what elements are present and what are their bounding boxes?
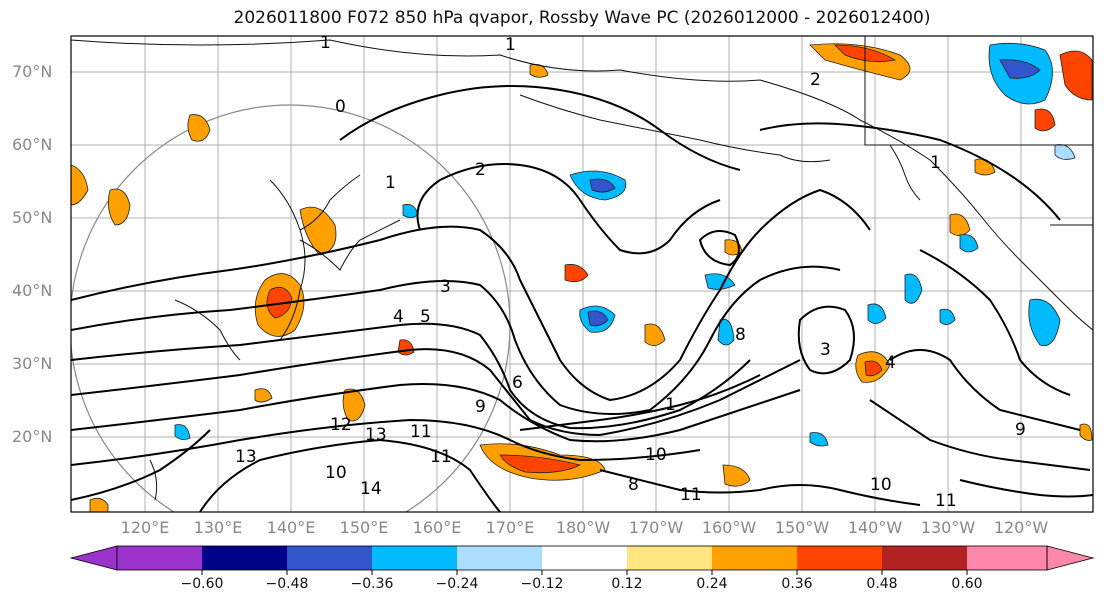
contour-label: 1 bbox=[385, 173, 396, 193]
contour-label: 4 bbox=[885, 353, 896, 373]
contour-label: 6 bbox=[512, 373, 523, 393]
negative-anomaly-shading bbox=[174, 42, 1076, 447]
lon-label: 160°W bbox=[701, 518, 757, 537]
contour-label: 12 bbox=[330, 415, 352, 435]
positive-anomaly-shading bbox=[71, 43, 1093, 512]
contour-label: 2 bbox=[475, 160, 486, 180]
contour-label: 14 bbox=[360, 479, 382, 499]
contour-label: 13 bbox=[235, 447, 257, 467]
contour-label: 8 bbox=[628, 475, 639, 495]
colorbar-tick-label: 0.36 bbox=[781, 576, 813, 592]
lat-label: 30°N bbox=[12, 354, 53, 373]
lat-label: 20°N bbox=[12, 427, 53, 446]
lat-label: 70°N bbox=[12, 62, 53, 81]
colorbar-tick-label: 0.48 bbox=[866, 576, 898, 592]
map-frame bbox=[70, 35, 1094, 513]
lon-label: 120°W bbox=[993, 518, 1049, 537]
contour-label: 4 bbox=[393, 307, 404, 327]
contour-label: 10 bbox=[645, 445, 667, 465]
contour-label: 11 bbox=[410, 422, 432, 442]
lon-label: 120°E bbox=[120, 518, 170, 537]
lon-label: 150°W bbox=[774, 518, 830, 537]
lat-label: 50°N bbox=[12, 208, 53, 227]
lon-label: 150°E bbox=[339, 518, 389, 537]
colorbar-tick-label: −0.48 bbox=[265, 576, 309, 592]
colorbar-tick-label: −0.36 bbox=[350, 576, 394, 592]
lon-label: 170°E bbox=[485, 518, 535, 537]
lat-label: 40°N bbox=[12, 281, 53, 300]
contour-label: 3 bbox=[820, 340, 831, 360]
contour-label: 11 bbox=[935, 491, 957, 511]
contours bbox=[71, 85, 1093, 512]
lon-label: 140°E bbox=[266, 518, 316, 537]
lat-label: 60°N bbox=[12, 135, 53, 154]
contour-label: 11 bbox=[680, 485, 702, 505]
contour-label: 1 bbox=[930, 153, 941, 173]
contour-label: 13 bbox=[365, 425, 387, 445]
contour-label: 3 bbox=[440, 277, 451, 297]
colorbar-tick-label: −0.12 bbox=[520, 576, 564, 592]
contour-label: 2 bbox=[810, 70, 821, 90]
colorbar-tick-label: 0.24 bbox=[696, 576, 728, 592]
contour-label: 10 bbox=[325, 463, 347, 483]
colorbar-tick-label: 0.12 bbox=[611, 576, 643, 592]
contour-label: 0 bbox=[335, 97, 346, 117]
lon-label: 140°W bbox=[847, 518, 903, 537]
contour-label: 1 bbox=[665, 395, 676, 415]
lon-label: 170°W bbox=[628, 518, 684, 537]
contour-label: 11 bbox=[430, 447, 452, 467]
contour-label: 9 bbox=[1015, 420, 1026, 440]
colorbar-tick-label: −0.60 bbox=[180, 576, 224, 592]
lon-label: 130°E bbox=[193, 518, 243, 537]
map-title: 2026011800 F072 850 hPa qvapor, Rossby W… bbox=[233, 8, 931, 28]
contour-label: 8 bbox=[735, 325, 746, 345]
contour-label: 5 bbox=[420, 307, 431, 327]
lon-label: 180°W bbox=[555, 518, 611, 537]
contour-label: 1 bbox=[505, 35, 516, 55]
contour-label: 10 bbox=[870, 475, 892, 495]
lon-label: 160°E bbox=[412, 518, 462, 537]
colorbar-tick-label: −0.24 bbox=[435, 576, 479, 592]
contour-label: 1 bbox=[320, 33, 331, 53]
coastlines bbox=[71, 36, 1093, 501]
lon-label: 130°W bbox=[920, 518, 976, 537]
colorbar-tick-label: 0.60 bbox=[951, 576, 983, 592]
contour-label: 9 bbox=[475, 397, 486, 417]
contour-labels: 1 1 2 0 1 2 3 4 5 6 3 8 9 10 11 12 13 13… bbox=[235, 33, 1026, 511]
